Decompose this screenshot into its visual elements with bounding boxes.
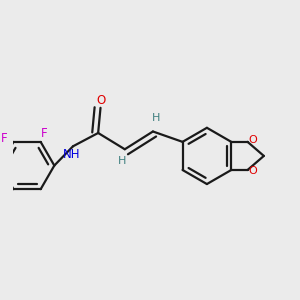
Text: O: O — [96, 94, 105, 106]
Text: H: H — [118, 156, 127, 166]
Text: NH: NH — [63, 148, 80, 161]
Text: O: O — [248, 167, 257, 176]
Text: F: F — [41, 127, 48, 140]
Text: F: F — [1, 132, 8, 145]
Text: O: O — [248, 135, 257, 146]
Text: H: H — [152, 113, 160, 124]
